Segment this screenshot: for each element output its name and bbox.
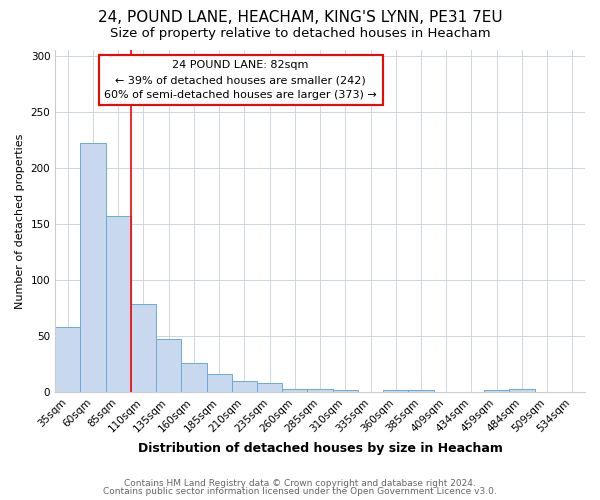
Bar bbox=[257, 383, 282, 392]
Bar bbox=[55, 327, 80, 392]
Bar bbox=[383, 390, 409, 392]
X-axis label: Distribution of detached houses by size in Heacham: Distribution of detached houses by size … bbox=[137, 442, 503, 455]
Bar bbox=[307, 388, 332, 392]
Text: Size of property relative to detached houses in Heacham: Size of property relative to detached ho… bbox=[110, 28, 490, 40]
Bar bbox=[206, 374, 232, 392]
Bar bbox=[409, 390, 434, 392]
Text: Contains HM Land Registry data © Crown copyright and database right 2024.: Contains HM Land Registry data © Crown c… bbox=[124, 478, 476, 488]
Bar bbox=[232, 380, 257, 392]
Bar bbox=[106, 216, 131, 392]
Bar bbox=[484, 390, 509, 392]
Bar bbox=[282, 388, 307, 392]
Text: 24 POUND LANE: 82sqm
← 39% of detached houses are smaller (242)
60% of semi-deta: 24 POUND LANE: 82sqm ← 39% of detached h… bbox=[104, 60, 377, 100]
Bar bbox=[509, 388, 535, 392]
Bar bbox=[332, 390, 358, 392]
Text: Contains public sector information licensed under the Open Government Licence v3: Contains public sector information licen… bbox=[103, 487, 497, 496]
Bar bbox=[156, 340, 181, 392]
Y-axis label: Number of detached properties: Number of detached properties bbox=[15, 134, 25, 308]
Bar bbox=[131, 304, 156, 392]
Bar bbox=[181, 363, 206, 392]
Bar bbox=[80, 143, 106, 392]
Text: 24, POUND LANE, HEACHAM, KING'S LYNN, PE31 7EU: 24, POUND LANE, HEACHAM, KING'S LYNN, PE… bbox=[98, 10, 502, 25]
